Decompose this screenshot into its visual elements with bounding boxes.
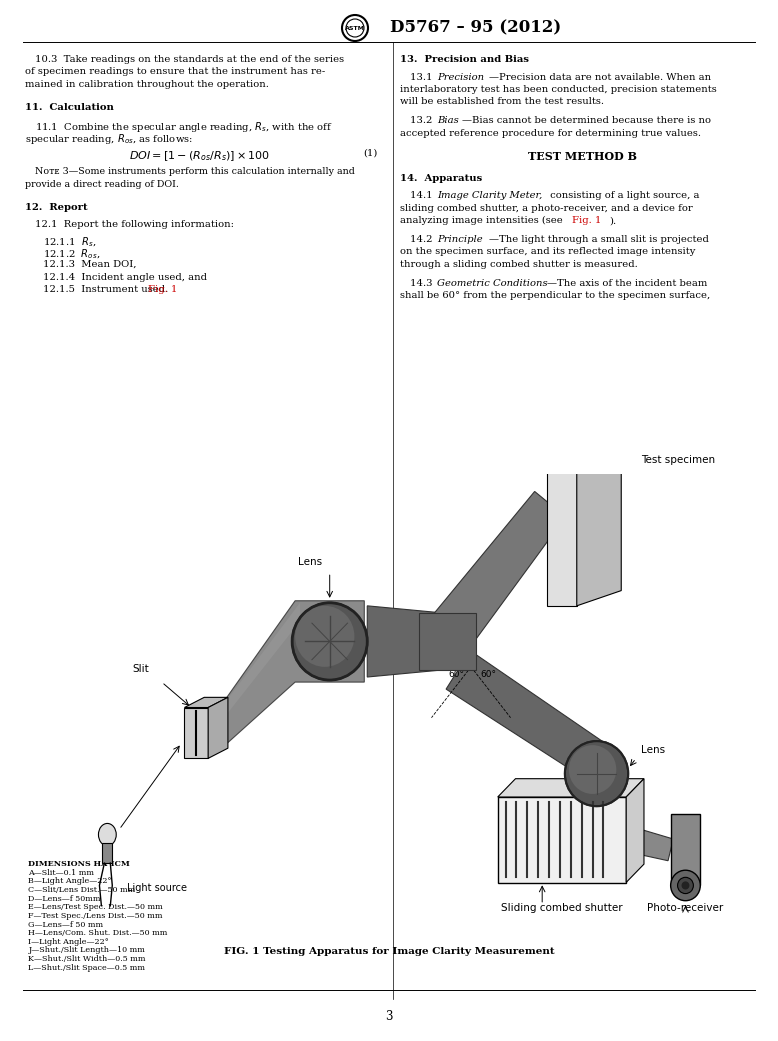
Polygon shape [367,606,448,677]
Text: A—Slit—0.1 mm: A—Slit—0.1 mm [28,868,94,877]
Polygon shape [628,828,673,861]
Text: Lens: Lens [641,745,665,756]
Text: K—Shut./Slit Width—0.5 mm: K—Shut./Slit Width—0.5 mm [28,955,145,963]
Text: 14.1: 14.1 [410,192,439,200]
Text: 12.1.4  Incident angle used, and: 12.1.4 Incident angle used, and [43,273,207,281]
Text: C—Slit/Lens Dist.—50 mm: C—Slit/Lens Dist.—50 mm [28,886,135,894]
Text: Fig. 1: Fig. 1 [148,285,177,294]
Text: Fig. 1: Fig. 1 [572,217,601,225]
Text: J—Shut./Slit Length—10 mm: J—Shut./Slit Length—10 mm [28,946,145,955]
Text: Precision: Precision [437,73,484,81]
Text: 14.  Apparatus: 14. Apparatus [400,174,482,183]
Text: D5767 – 95 (2012): D5767 – 95 (2012) [390,20,561,36]
Text: 12.  Report: 12. Report [25,203,88,211]
Text: 13.  Precision and Bias: 13. Precision and Bias [400,55,529,64]
Text: D—Lens—f 50mm: D—Lens—f 50mm [28,894,101,903]
Text: 14.3: 14.3 [410,279,439,287]
Text: Bias: Bias [437,117,459,125]
Text: shall be 60° from the perpendicular to the specimen surface,: shall be 60° from the perpendicular to t… [400,291,710,300]
Polygon shape [547,443,576,606]
Circle shape [682,882,689,889]
Text: through a sliding combed shutter is measured.: through a sliding combed shutter is meas… [400,260,638,269]
Text: Sliding combed shutter: Sliding combed shutter [501,903,622,913]
Circle shape [565,741,628,806]
Polygon shape [576,428,622,606]
Text: provide a direct reading of DOI.: provide a direct reading of DOI. [25,180,179,189]
Text: Test specimen: Test specimen [641,456,715,465]
Text: specular reading, $R_{os}$, as follows:: specular reading, $R_{os}$, as follows: [25,132,193,147]
Polygon shape [184,697,228,708]
Polygon shape [209,697,228,758]
Text: interlaboratory test has been conducted, precision statements: interlaboratory test has been conducted,… [400,85,717,94]
Text: $DOI = [1-(R_{os}/R_s)] \times 100$: $DOI = [1-(R_{os}/R_s)] \times 100$ [129,149,271,162]
Bar [103,843,112,863]
Text: accepted reference procedure for determining true values.: accepted reference procedure for determi… [400,129,701,137]
Text: 10.3  Take readings on the standards at the end of the series: 10.3 Take readings on the standards at t… [35,55,344,64]
Polygon shape [419,613,476,670]
Circle shape [671,870,700,900]
Text: 13.1: 13.1 [410,73,439,81]
Text: ).: ). [609,217,616,225]
Polygon shape [626,779,644,883]
Polygon shape [578,804,621,878]
Text: —The axis of the incident beam: —The axis of the incident beam [547,279,707,287]
Text: 60°: 60° [448,670,464,679]
Text: I—Light Angle—22°: I—Light Angle—22° [28,938,109,946]
Polygon shape [547,428,622,443]
Text: L—Shut./Slit Space—0.5 mm: L—Shut./Slit Space—0.5 mm [28,964,145,971]
Text: 11.  Calculation: 11. Calculation [25,102,114,111]
Text: (1): (1) [363,149,378,158]
Polygon shape [216,601,364,754]
Text: 3: 3 [385,1010,393,1023]
Text: Image Clarity Meter,: Image Clarity Meter, [437,192,542,200]
Text: Slit: Slit [132,664,149,674]
Text: H—Lens/Com. Shut. Dist.—50 mm: H—Lens/Com. Shut. Dist.—50 mm [28,930,167,937]
Polygon shape [216,603,300,728]
Polygon shape [446,651,617,786]
Text: 12.1  Report the following information:: 12.1 Report the following information: [35,220,234,229]
Text: will be established from the test results.: will be established from the test result… [400,98,604,106]
Text: F—Test Spec./Lens Dist.—50 mm: F—Test Spec./Lens Dist.—50 mm [28,912,163,920]
Text: 11.1  Combine the specular angle reading, $R_s$, with the off: 11.1 Combine the specular angle reading,… [35,120,333,134]
Text: DIMENSIONS HA-ICM: DIMENSIONS HA-ICM [28,860,130,868]
Text: G—Lens—f 50 mm: G—Lens—f 50 mm [28,920,103,929]
Ellipse shape [99,823,116,845]
Text: 12.1.2  $R_{os}$,: 12.1.2 $R_{os}$, [43,248,100,261]
Text: 12.1.3  Mean DOI,: 12.1.3 Mean DOI, [43,260,136,269]
Text: of specimen readings to ensure that the instrument has re-: of specimen readings to ensure that the … [25,68,325,76]
Bar [498,797,626,884]
Text: Photo-receiver: Photo-receiver [647,903,724,913]
Text: Light source: Light source [127,883,187,892]
Text: TEST METHOD B: TEST METHOD B [528,151,637,162]
Text: —Precision data are not available. When an: —Precision data are not available. When … [489,73,711,81]
Text: 14.2: 14.2 [410,235,439,244]
Text: Lens: Lens [298,557,322,567]
Circle shape [293,603,367,680]
Bar [671,814,700,886]
Text: 13.2: 13.2 [410,117,439,125]
Text: FIG. 1 Testing Apparatus for Image Clarity Measurement: FIG. 1 Testing Apparatus for Image Clari… [224,947,554,956]
Text: —The light through a small slit is projected: —The light through a small slit is proje… [489,235,709,244]
Text: consisting of a light source, a: consisting of a light source, a [547,192,699,200]
Text: ASTM: ASTM [345,25,365,30]
Polygon shape [424,491,566,657]
Text: B—Light Angle—22°: B—Light Angle—22° [28,878,112,885]
Text: on the specimen surface, and its reflected image intensity: on the specimen surface, and its reflect… [400,248,696,256]
Text: 60°: 60° [481,670,497,679]
Text: Geometric Conditions: Geometric Conditions [437,279,548,287]
Polygon shape [498,779,644,797]
Text: Nᴏᴛᴇ 3—Some instruments perform this calculation internally and: Nᴏᴛᴇ 3—Some instruments perform this cal… [35,168,355,177]
Text: mained in calibration throughout the operation.: mained in calibration throughout the ope… [25,80,269,88]
Text: E—Lens/Test Spec. Dist.—50 mm: E—Lens/Test Spec. Dist.—50 mm [28,904,163,911]
Circle shape [295,606,355,667]
Polygon shape [184,708,209,758]
Text: sliding combed shutter, a photo-receiver, and a device for: sliding combed shutter, a photo-receiver… [400,204,692,212]
Text: analyzing image intensities (see: analyzing image intensities (see [400,217,566,225]
Text: 12.1.1  $R_s$,: 12.1.1 $R_s$, [43,235,96,249]
Circle shape [569,745,616,794]
Text: 12.1.5  Instrument used.: 12.1.5 Instrument used. [43,285,171,294]
Text: —Bias cannot be determined because there is no: —Bias cannot be determined because there… [462,117,711,125]
Text: Principle: Principle [437,235,482,244]
Circle shape [678,878,693,893]
